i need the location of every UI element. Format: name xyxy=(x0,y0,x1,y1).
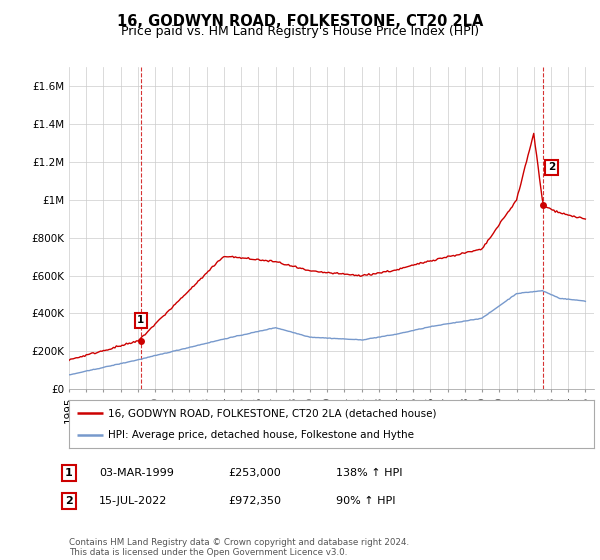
Text: £972,350: £972,350 xyxy=(228,496,281,506)
Text: 138% ↑ HPI: 138% ↑ HPI xyxy=(336,468,403,478)
Text: 2: 2 xyxy=(65,496,73,506)
Text: 90% ↑ HPI: 90% ↑ HPI xyxy=(336,496,395,506)
Text: £253,000: £253,000 xyxy=(228,468,281,478)
Text: 1: 1 xyxy=(137,315,145,325)
Text: Contains HM Land Registry data © Crown copyright and database right 2024.
This d: Contains HM Land Registry data © Crown c… xyxy=(69,538,409,557)
Text: HPI: Average price, detached house, Folkestone and Hythe: HPI: Average price, detached house, Folk… xyxy=(109,430,415,440)
Point xyxy=(538,200,548,209)
Text: Price paid vs. HM Land Registry's House Price Index (HPI): Price paid vs. HM Land Registry's House … xyxy=(121,25,479,38)
Text: 1: 1 xyxy=(65,468,73,478)
Text: 16, GODWYN ROAD, FOLKESTONE, CT20 2LA (detached house): 16, GODWYN ROAD, FOLKESTONE, CT20 2LA (d… xyxy=(109,408,437,418)
Text: 2: 2 xyxy=(548,162,555,172)
Text: 16, GODWYN ROAD, FOLKESTONE, CT20 2LA: 16, GODWYN ROAD, FOLKESTONE, CT20 2LA xyxy=(117,14,483,29)
Point xyxy=(136,337,146,346)
Text: 03-MAR-1999: 03-MAR-1999 xyxy=(99,468,174,478)
Text: 15-JUL-2022: 15-JUL-2022 xyxy=(99,496,167,506)
